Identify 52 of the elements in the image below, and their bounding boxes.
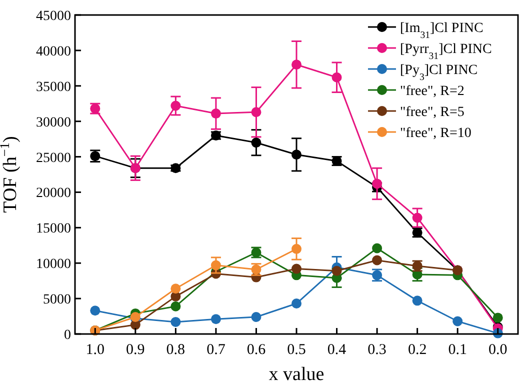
point: [292, 244, 302, 254]
point: [210, 260, 221, 270]
point: [412, 296, 422, 306]
legend-label: "free", R=5: [400, 105, 464, 120]
y-tick-label: 5000: [43, 292, 71, 308]
point: [170, 301, 181, 312]
legend-label: "free", R=2: [400, 84, 464, 99]
x-tick-label: 0.0: [488, 342, 508, 358]
x-tick-label: 0.2: [408, 342, 427, 358]
point: [492, 312, 503, 323]
y-tick-label: 20000: [36, 186, 71, 202]
x-tick-label: 0.5: [287, 342, 306, 358]
point: [251, 138, 262, 148]
point: [452, 316, 463, 326]
point: [332, 266, 342, 276]
point: [251, 107, 262, 118]
x-tick-label: 0.1: [448, 342, 467, 358]
y-tick-label: 10000: [36, 257, 71, 272]
legend-label: "free", R=10: [400, 126, 472, 141]
legend-label: [Py$_{3}$]Cl PINC: [400, 63, 478, 82]
x-tick-label: 1.0: [86, 342, 105, 358]
point: [412, 212, 422, 223]
point: [372, 243, 382, 254]
point: [90, 306, 100, 316]
point: [170, 100, 181, 111]
y-tick-label: 35000: [36, 80, 71, 95]
point: [292, 60, 302, 70]
y-tick-label: 40000: [36, 44, 71, 60]
point: [332, 72, 342, 82]
point: [210, 108, 221, 119]
y-tick-label: 25000: [36, 150, 71, 166]
point: [292, 298, 302, 309]
legend-label: [Pyrr$_{31}$]Cl PINC: [400, 42, 492, 62]
point: [251, 312, 262, 322]
point: [292, 150, 302, 160]
x-tick-label: 0.8: [166, 342, 186, 358]
point: [372, 255, 382, 266]
x-tick-label: 0.7: [206, 342, 226, 358]
y-tick-label: 0: [64, 328, 71, 343]
point: [292, 264, 302, 274]
x-tick-label: 0.6: [246, 342, 266, 358]
legend-label: [Im$_{31}$]Cl PINC: [400, 21, 484, 40]
x-tick-label: 0.4: [327, 342, 347, 358]
point: [170, 284, 181, 294]
y-tick-label: 15000: [36, 222, 71, 237]
point: [170, 316, 181, 327]
y-tick-label: 45000: [36, 9, 71, 24]
x-tick-label: 0.9: [126, 342, 145, 358]
point: [210, 314, 221, 324]
x-axis-title: x value: [268, 364, 324, 385]
y-tick-label: 30000: [36, 115, 71, 130]
x-tick-label: 0.3: [368, 342, 386, 358]
